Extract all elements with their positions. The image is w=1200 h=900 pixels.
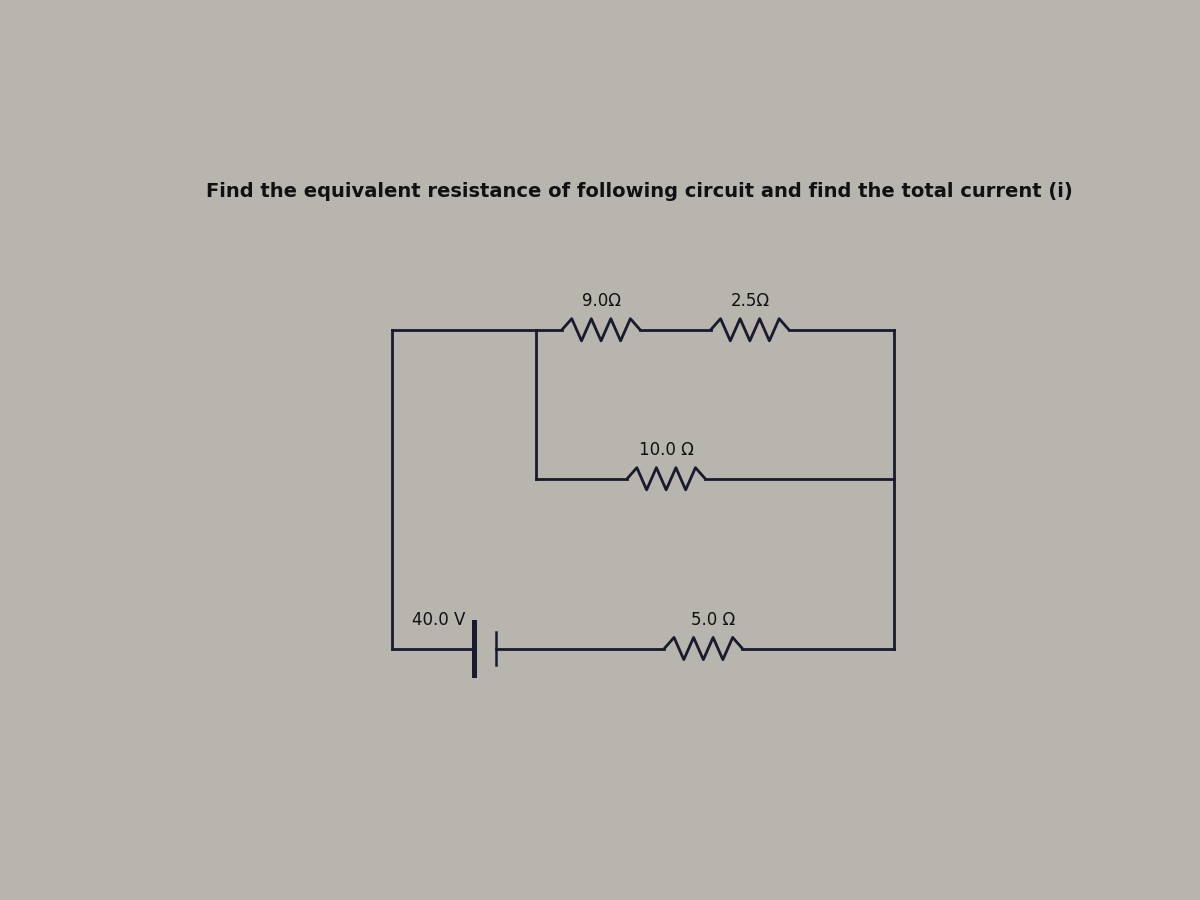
Text: 2.5Ω: 2.5Ω	[731, 292, 769, 310]
Text: Find the equivalent resistance of following circuit and find the total current (: Find the equivalent resistance of follow…	[206, 182, 1073, 201]
Text: 5.0 Ω: 5.0 Ω	[690, 611, 734, 629]
Text: 40.0 V: 40.0 V	[412, 611, 464, 629]
Text: 10.0 Ω: 10.0 Ω	[638, 441, 694, 459]
Text: 9.0Ω: 9.0Ω	[582, 292, 620, 310]
